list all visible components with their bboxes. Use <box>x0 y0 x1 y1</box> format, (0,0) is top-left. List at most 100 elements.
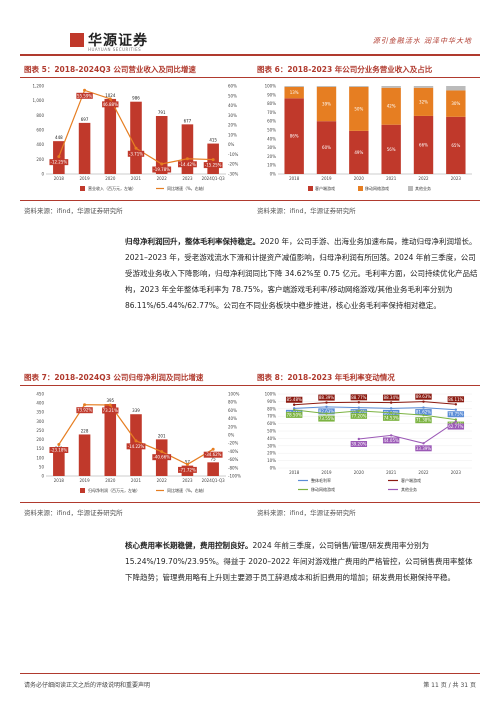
fig8-ytick: 20% <box>267 451 276 456</box>
page-number: 第 11 页 / 共 31 页 <box>423 682 476 689</box>
fig8-ytick: 30% <box>267 443 276 448</box>
fig7-growth-point <box>108 403 112 407</box>
fig7-ytick-right: -60% <box>228 457 239 462</box>
fig8-xtick: 2018 <box>289 470 300 475</box>
fig8-point <box>422 413 425 417</box>
fig8-point <box>454 420 458 423</box>
fig8-point-label-bg <box>382 437 400 444</box>
fig7-ytick-right: -80% <box>228 465 239 470</box>
fig7-bar-label: 228 <box>81 428 89 433</box>
fig8-point <box>389 434 393 437</box>
fig6-label-mobile: 30% <box>451 101 460 106</box>
fig8-point <box>422 400 425 403</box>
fig7-growth-point <box>57 443 61 447</box>
fig5-bar-label: 697 <box>81 117 89 122</box>
fig8-point-label: 82.63% <box>319 409 334 414</box>
fig7-ytick-right: -40% <box>228 449 239 454</box>
fig8-point-label-bg <box>447 411 465 418</box>
fig7-ytick-right: 0% <box>228 433 235 438</box>
fig8-point-label-bg <box>415 409 432 416</box>
fig5-xtick: 2019 <box>79 176 90 181</box>
fig5-ytick-right: -30% <box>228 172 239 177</box>
fig7-ytick-right: 40% <box>228 416 237 421</box>
fig6-label-mobile: 39% <box>322 102 331 107</box>
fig7-bar-label: 339 <box>132 408 140 413</box>
fig5-growth-label: -14.42% <box>179 162 196 167</box>
paragraph-profit-lead: 归母净利润回升，整体毛利率保持稳定。 <box>125 237 260 246</box>
fig8-point-label: 78.75% <box>448 412 463 417</box>
fig7-ytick-left: 300 <box>36 419 44 424</box>
fig7-growth-label: -40.66% <box>153 455 170 460</box>
fig7-growth-label: 73.92% <box>77 408 92 413</box>
fig7-bar-label: 201 <box>158 433 166 438</box>
fig6-chart: 0% 10% 20% 30% 40% 50% 60% 70% 80% 90% 100% 86% 13% 2… <box>265 84 472 191</box>
fig6-segment-mobile <box>446 90 466 117</box>
fig5-ytick-left: 600 <box>36 128 44 133</box>
fig6-label-mobile: 13% <box>290 90 299 95</box>
fig5-growth-label-bg <box>49 159 69 166</box>
fig6-xtick: 2019 <box>321 176 332 181</box>
fig7-bar <box>104 404 117 476</box>
fig5-ytick-left: 400 <box>36 142 44 147</box>
fig8-point-label: 78.50% <box>287 412 302 417</box>
fig5-growth-label: -19.78% <box>153 167 170 172</box>
fig7-bar <box>207 462 219 476</box>
footer-disclaimer: 请务必仔细阅读正文之后的评级说明和重要声明 <box>24 682 151 689</box>
fig5-source: 资料来源：ifind，华源证券研究所 <box>24 207 123 215</box>
fig8-line-0 <box>294 406 456 411</box>
fig-row2-bottom-rule <box>20 502 480 503</box>
fig6-ytick: 20% <box>267 154 276 159</box>
fig5-ytick-right: 30% <box>228 113 237 118</box>
fig5-bar-label: 986 <box>132 96 140 101</box>
fig7-xtick: 2021 <box>131 478 142 483</box>
fig8-point <box>422 442 425 445</box>
fig5-bar-label: 791 <box>158 110 166 115</box>
fig8-xtick: 2023 <box>451 470 462 475</box>
fig5-chart: 0 200 400 600 800 1,000 1,200 -30% -20% -10% 0% 10%… <box>33 84 239 191</box>
fig8-point-label: 85.48% <box>287 397 302 402</box>
fig6-title: 图表 6：2018-2023 年公司分业务营业收入及占比 <box>257 65 433 74</box>
fig5-ytick-left: 0 <box>41 172 44 177</box>
fig5-bar-label: 415 <box>209 138 217 143</box>
fig7-growth-point <box>185 462 189 466</box>
fig8-ytick: 0% <box>270 466 277 471</box>
fig8-xtick: 2019 <box>321 470 332 475</box>
fig7-xtick: 2024Q1-Q3 <box>202 478 226 483</box>
fig6-segment-other <box>381 86 401 88</box>
fig6-ytick: 60% <box>267 119 276 124</box>
fig5-bar-label: 1024 <box>105 93 116 98</box>
fig5-ytick-right: 10% <box>228 132 237 137</box>
fig8-legend-label: 其他业务 <box>401 486 417 492</box>
fig6-segment-other <box>446 86 466 91</box>
fig6-ytick: 50% <box>267 128 276 133</box>
fig8-point-label: 39.20% <box>351 441 366 446</box>
fig7-ytick-left: 250 <box>36 428 44 433</box>
fig8-ytick: 60% <box>267 421 276 426</box>
fig5-growth-label: 46.88% <box>103 102 118 107</box>
fig7-bar-label: 75 <box>211 456 217 461</box>
fig6-label-client: 56% <box>387 147 396 152</box>
fig7-legend-swatch-bar <box>80 488 85 493</box>
fig5-ytick-right: 60% <box>228 84 237 89</box>
fig5-growth-label: -12.25% <box>51 160 68 165</box>
fig6-segment-mobile <box>284 86 304 99</box>
fig7-growth-label: -34.62% <box>205 452 222 457</box>
fig8-point <box>357 437 361 441</box>
fig5-growth-label: -15.25% <box>205 163 222 168</box>
fig6-segment-client <box>349 130 369 174</box>
fig5-bar <box>155 115 168 174</box>
fig8-point <box>422 406 425 409</box>
fig8-point-label: 88.34% <box>384 395 399 400</box>
fig8-point-label: 86.11% <box>448 397 463 402</box>
fig5-growth-point <box>57 155 61 159</box>
fig6-segment-client <box>446 116 466 174</box>
fig8-point-label: 88.39% <box>319 395 334 400</box>
fig5-bar-label: 448 <box>55 135 63 140</box>
fig7-title: 图表 7：2018-2024Q3 公司归母净利润及同比增速 <box>24 373 204 382</box>
fig7-growth-label-bg <box>49 447 69 454</box>
fig7-xtick: 2019 <box>79 478 90 483</box>
fig8-point-label-bg <box>415 417 432 424</box>
fig5-ytick-left: 800 <box>36 113 44 118</box>
fig5-xtick: 2018 <box>54 176 65 181</box>
fig6-label-client: 86% <box>290 134 299 139</box>
